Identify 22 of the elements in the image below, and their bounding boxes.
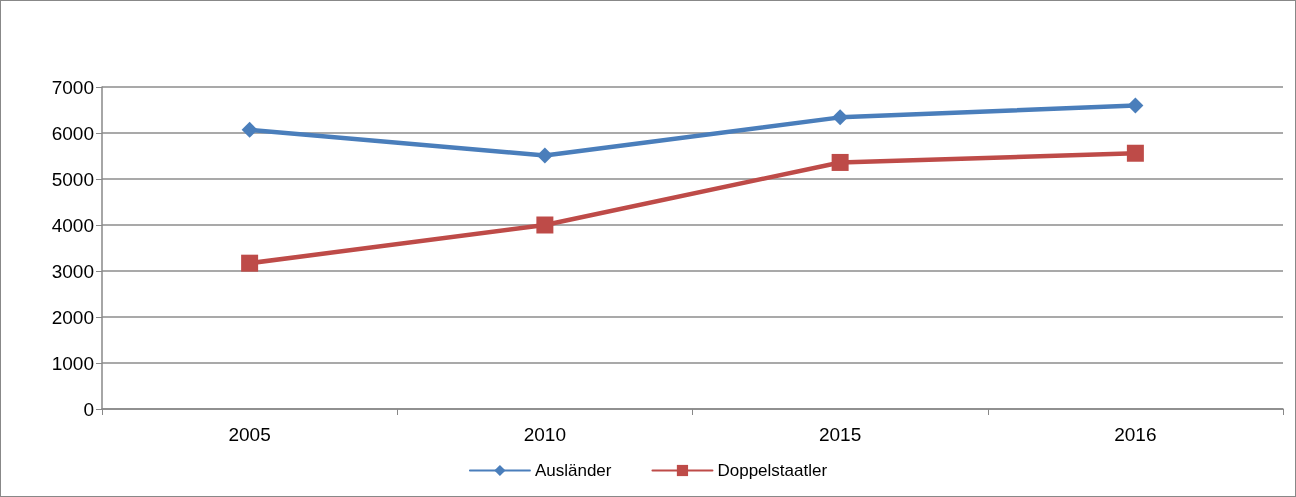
y-tick-label: 2000 [51, 306, 94, 328]
point [1127, 97, 1144, 114]
point [241, 254, 259, 272]
legend-label: Ausländer [534, 461, 612, 480]
point [832, 109, 849, 126]
point [831, 153, 849, 171]
y-tick-label: 7000 [51, 76, 94, 98]
x-tick-label: 2005 [228, 424, 271, 445]
x-tick-label: 2010 [523, 424, 567, 445]
point [1126, 144, 1144, 162]
point [536, 147, 553, 164]
x-tick-label: 2015 [818, 424, 862, 445]
x-tick-label: 2016 [1114, 424, 1157, 445]
point [241, 121, 258, 138]
y-tick-label: 3000 [51, 260, 94, 282]
point [536, 216, 554, 234]
y-tick-label: 1000 [51, 352, 94, 374]
y-tick-label: 0 [83, 398, 94, 420]
y-tick-label: 5000 [51, 168, 94, 190]
legend-label: Doppelstaatler [717, 461, 828, 480]
y-tick-label: 6000 [51, 122, 94, 144]
y-tick-label: 4000 [51, 214, 94, 236]
